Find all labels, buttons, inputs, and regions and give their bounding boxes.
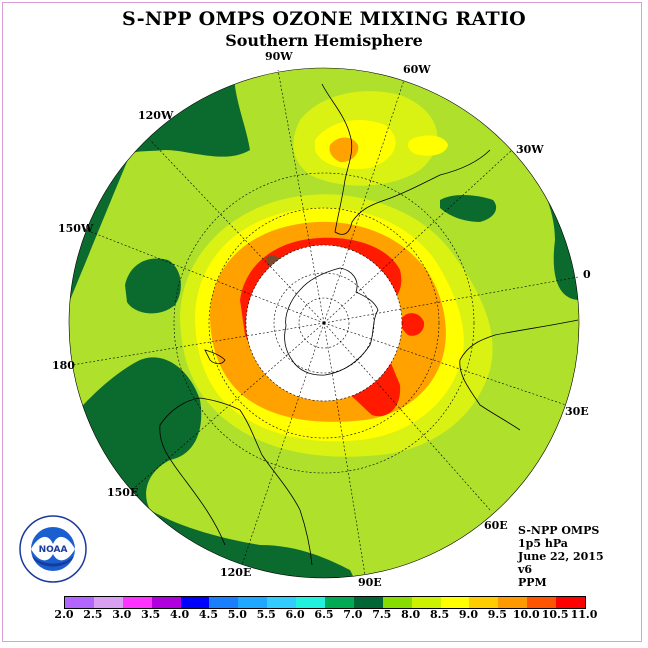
- colorbar-tick-label: 11.0: [570, 608, 598, 621]
- colorbar-swatch: [556, 597, 586, 608]
- africa-coastline: [459, 319, 579, 431]
- lon-label-150w: 150W: [58, 222, 94, 235]
- colorbar-swatch: [469, 597, 499, 608]
- colorbar-swatch: [180, 597, 210, 608]
- colorbar-tick-label: 8.0: [401, 608, 421, 621]
- map-border: [68, 67, 580, 579]
- colorbar-tick-label: 9.0: [458, 608, 478, 621]
- meridians: [71, 69, 579, 576]
- colorbar-tick-label: 3.0: [112, 608, 132, 621]
- red-patch-east: [401, 313, 425, 336]
- australia-coastline: [159, 397, 313, 566]
- graticule: [173, 172, 475, 474]
- colorbar-swatch: [382, 597, 412, 608]
- yellow-patch-ne: [407, 135, 448, 156]
- colorbar-tick-label: 7.5: [372, 608, 392, 621]
- colorbar-swatch: [267, 597, 297, 608]
- lon-label-90w: 90W: [265, 50, 293, 63]
- lon-label-30w: 30W: [516, 143, 544, 156]
- colorbar-tick-label: 6.0: [285, 608, 305, 621]
- colorbar-swatch: [498, 597, 528, 608]
- noaa-logo: NOAA: [19, 515, 87, 583]
- info-date: June 22, 2015: [518, 550, 604, 563]
- lon-label-120w: 120W: [138, 109, 174, 122]
- colorbar-tick-label: 2.0: [54, 608, 74, 621]
- info-units: PPM: [518, 576, 547, 589]
- colorbar-swatch: [209, 597, 239, 608]
- colorbar-tick-label: 7.0: [343, 608, 363, 621]
- south-america-coastline: [321, 83, 491, 235]
- dark-green-blob-west: [125, 258, 181, 314]
- info-version: v6: [518, 563, 533, 576]
- colorbar-swatch: [238, 597, 268, 608]
- colorbar-tick-label: 4.5: [198, 608, 218, 621]
- colorbar-tick-label: 8.5: [429, 608, 450, 621]
- info-instrument: S-NPP OMPS: [518, 524, 600, 537]
- lon-label-60e: 60E: [484, 519, 508, 532]
- lon-label-0: 0: [583, 268, 591, 281]
- map-title: S-NPP OMPS OZONE MIXING RATIO: [121, 8, 527, 30]
- lon-label-90e: 90E: [358, 576, 382, 589]
- colorbar-tick-label: 4.0: [169, 608, 190, 621]
- colorbar-tick-label: 5.5: [256, 608, 276, 621]
- antarctica-coastline: [284, 267, 379, 376]
- colorbar-swatch: [151, 597, 181, 608]
- colorbar-tick-label: 10.0: [512, 608, 540, 621]
- colorbar-tick-label: 5.0: [227, 608, 247, 621]
- map-subtitle: Southern Hemisphere: [225, 31, 423, 50]
- colorbar-swatch: [296, 597, 326, 608]
- product-info: S-NPP OMPS 1p5 hPa June 22, 2015 v6 PPM: [518, 524, 604, 589]
- new-zealand-coastline: [204, 349, 226, 365]
- noaa-logo-text: NOAA: [39, 545, 68, 555]
- colorbar-swatch: [411, 597, 441, 608]
- colorbar-swatch: [93, 597, 123, 608]
- lon-label-150e: 150E: [107, 486, 139, 499]
- colorbar-tick-label: 9.5: [487, 608, 507, 621]
- colorbar-tick-label: 3.5: [141, 608, 161, 621]
- colorbar-swatch: [122, 597, 152, 608]
- lon-label-60w: 60W: [403, 63, 431, 76]
- colorbar-swatch: [440, 597, 470, 608]
- lon-label-30e: 30E: [565, 405, 589, 418]
- lon-label-180: 180: [52, 359, 75, 372]
- colorbar-tick-label: 6.5: [314, 608, 334, 621]
- colorbar-tick-label: 2.5: [83, 608, 103, 621]
- colorbar-swatch: [527, 597, 557, 608]
- colorbar-tick-labels: 2.0 2.5 3.0 3.5 4.0 4.5 5.0 5.5 6.0 6.5 7.0 7.5 8.0 8…: [44, 608, 604, 622]
- colorbar-swatch: [325, 597, 354, 608]
- lon-label-120e: 120E: [220, 566, 252, 579]
- colorbar-tick-label: 10.5: [541, 608, 569, 621]
- pole-marker: [322, 321, 326, 325]
- dark-green-blob-east: [440, 195, 497, 222]
- info-level: 1p5 hPa: [518, 537, 568, 550]
- colorbar: [64, 596, 586, 609]
- colorbar-swatch: [353, 597, 383, 608]
- colorbar-swatch: [65, 597, 94, 608]
